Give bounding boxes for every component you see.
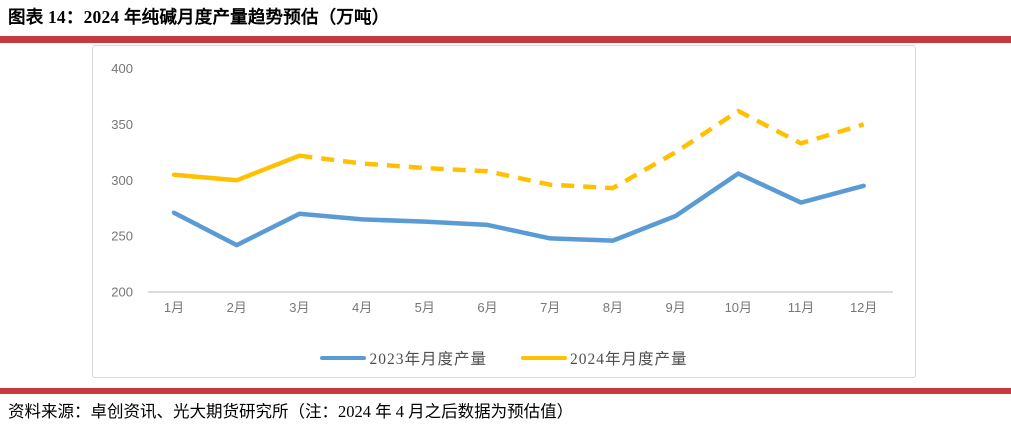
x-tick-label: 8月 xyxy=(603,300,623,315)
series-line-1-solid xyxy=(171,153,302,183)
x-tick-label: 2月 xyxy=(227,300,247,315)
figure-title: 图表 14：2024 年纯碱月度产量趋势预估（万吨） xyxy=(8,7,390,27)
bottom-accent-bar xyxy=(0,388,1011,394)
x-tick-label: 4月 xyxy=(352,300,372,315)
x-tick-label: 1月 xyxy=(164,300,184,315)
line-chart: 200 250 300 350 400 1月 2月 3月 4月 5月 6月 7月 8月 9月 10月 11月 1… xyxy=(111,61,893,315)
chart-card: 200 250 300 350 400 1月 2月 3月 4月 5月 6月 7月 8月 9月 10月 11月 1… xyxy=(92,45,916,378)
x-tick-label: 5月 xyxy=(415,300,435,315)
x-tick-label: 11月 xyxy=(788,300,815,315)
top-accent-bar xyxy=(0,36,1011,43)
y-tick-label: 400 xyxy=(111,61,133,76)
legend-swatch-2023 xyxy=(320,355,367,361)
series-line-1-dashed xyxy=(299,108,865,191)
source-note: 资料来源：卓创资讯、光大期货研究所（注：2024 年 4 月之后数据为预估值） xyxy=(8,402,574,421)
x-tick-label: 12月 xyxy=(850,300,877,315)
x-tick-label: 9月 xyxy=(665,300,685,315)
series-line-0 xyxy=(171,171,866,248)
y-tick-label: 350 xyxy=(111,117,133,132)
y-tick-label: 250 xyxy=(111,229,133,244)
x-tick-label: 7月 xyxy=(540,300,560,315)
legend-item-2024: 2024年月度产量 xyxy=(521,347,688,369)
y-tick-label: 300 xyxy=(111,173,133,188)
chart-legend: 2023年月度产量 2024年月度产量 xyxy=(93,347,915,369)
y-tick-label: 200 xyxy=(111,285,133,300)
x-tick-label: 6月 xyxy=(477,300,497,315)
x-tick-label: 3月 xyxy=(289,300,309,315)
x-tick-label: 10月 xyxy=(725,300,752,315)
legend-label-2023: 2023年月度产量 xyxy=(369,351,487,368)
legend-label-2024: 2024年月度产量 xyxy=(570,351,688,368)
legend-swatch-2024 xyxy=(521,355,567,361)
legend-item-2023: 2023年月度产量 xyxy=(320,347,487,369)
